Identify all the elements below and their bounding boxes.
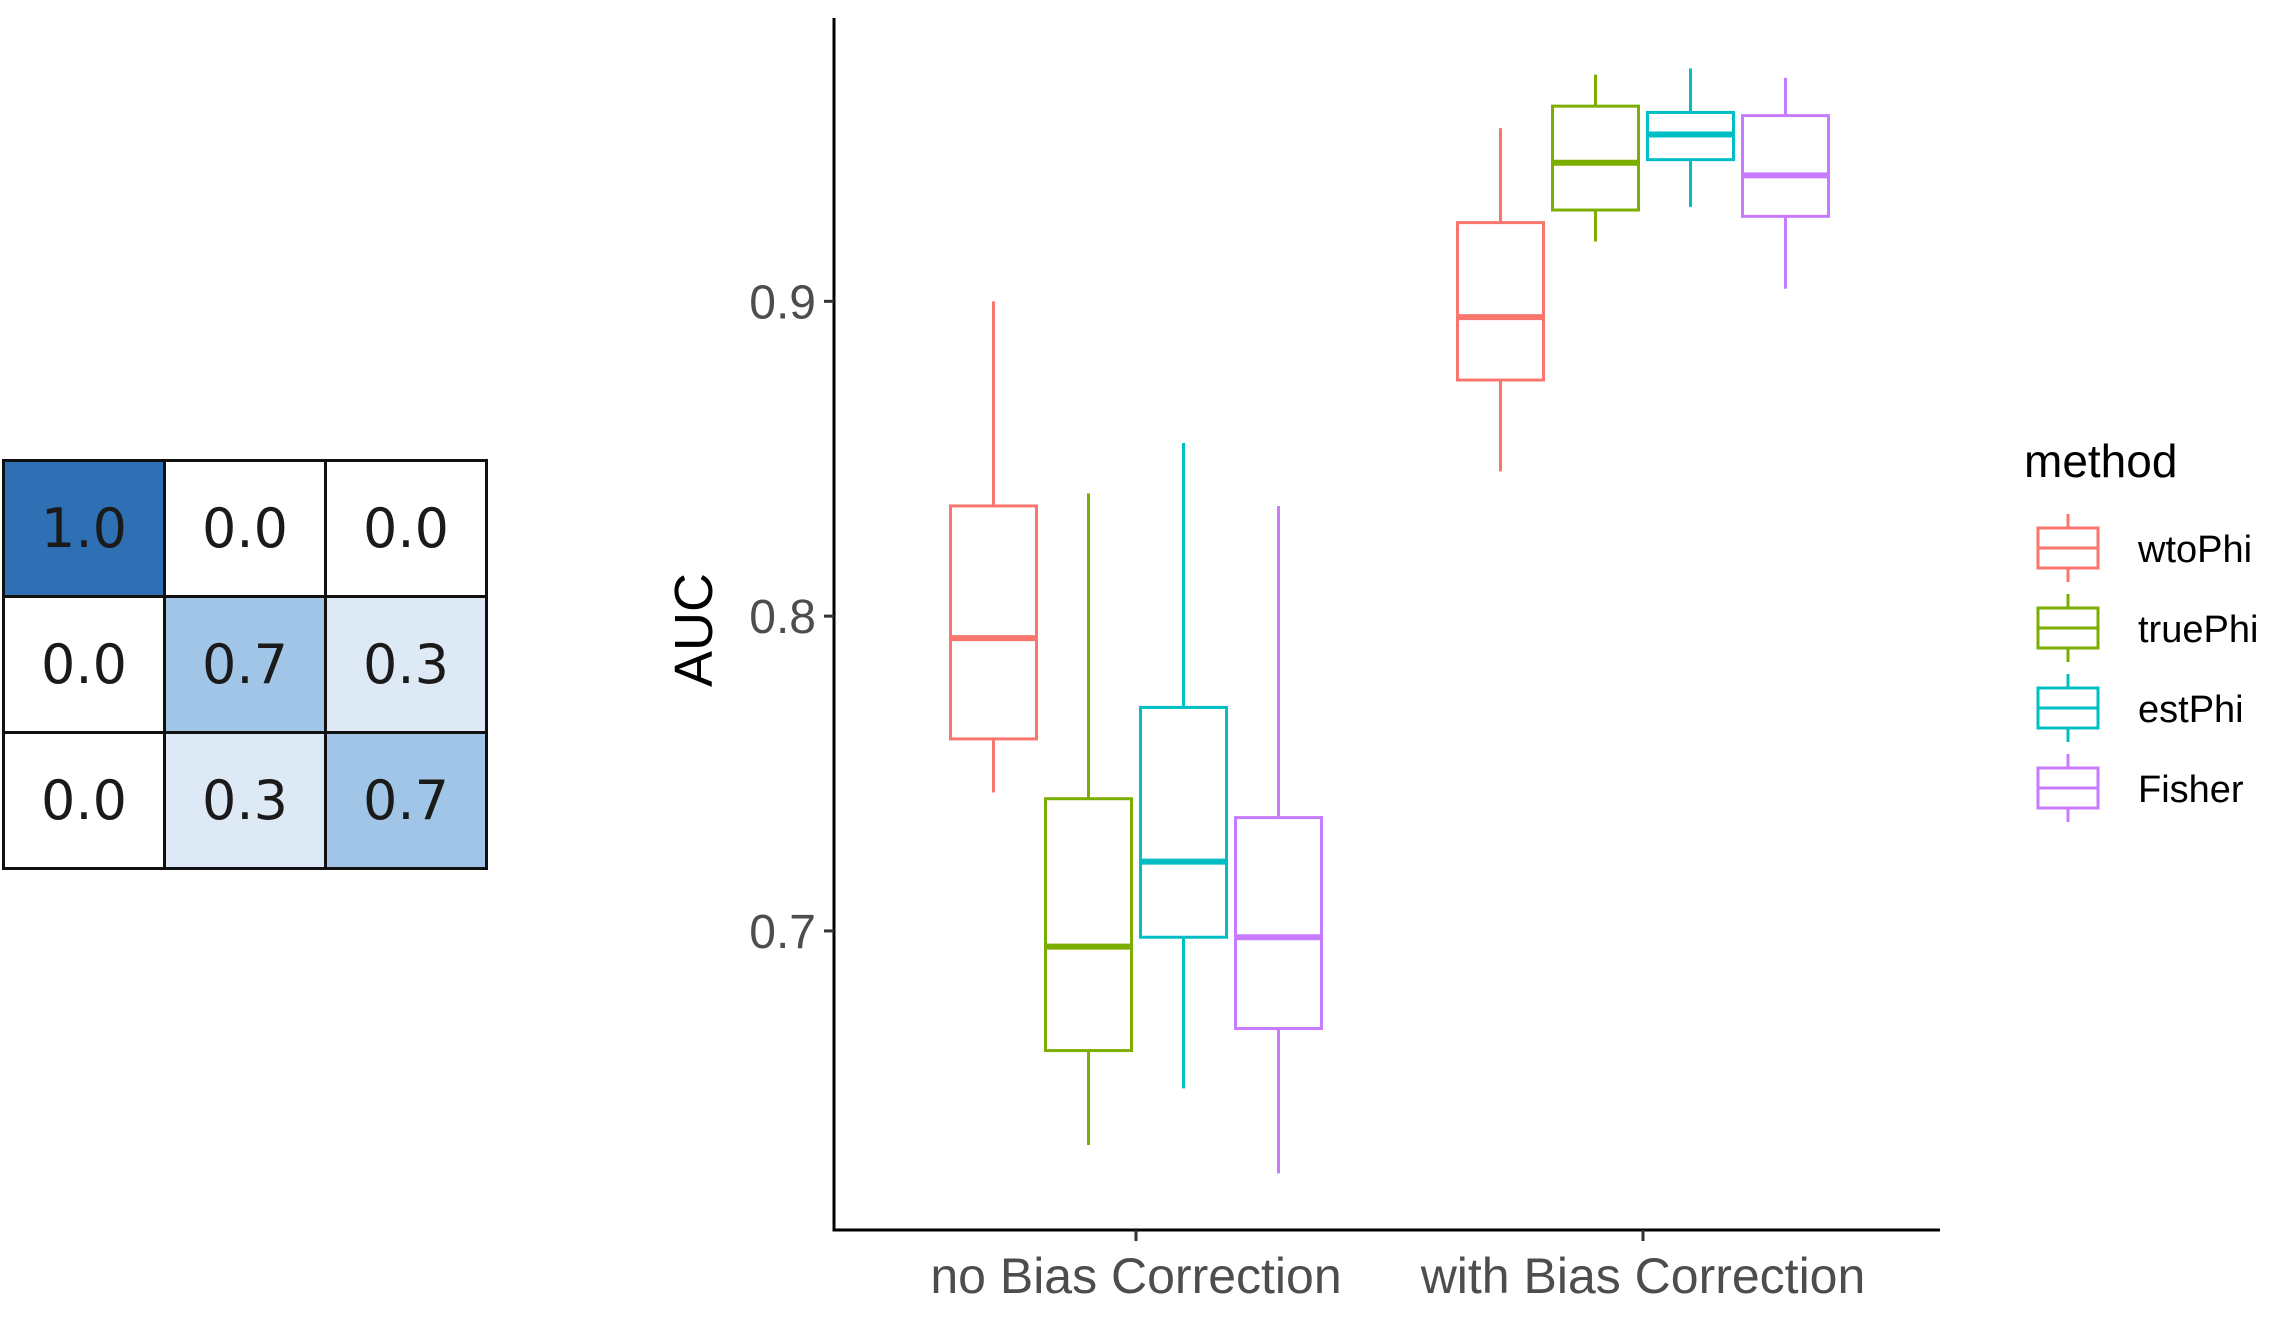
x-tick-label: with Bias Correction [1420,1248,1866,1304]
matrix-cell: 0.0 [2,595,166,734]
legend-title: method [2024,435,2177,487]
legend-key-Fisher [2036,754,2100,822]
boxplot-series [949,68,1830,1174]
legend-label: truePhi [2138,609,2258,651]
box-truePhi [1551,74,1640,242]
plot-axes: 0.7 0.8 0.9 no Bias Correction with Bias Cor… [749,18,1940,1304]
box-Fisher [1234,505,1323,1174]
box-iqr [1234,816,1323,1031]
y-tick-label: 0.7 [749,906,816,959]
box-iqr [1741,114,1830,218]
box-wtoPhi [1456,128,1545,472]
matrix-cell: 0.3 [324,595,488,734]
box-iqr [949,504,1038,741]
legend-label: wtoPhi [2137,529,2252,571]
matrix-row: 0.0 0.3 0.7 [2,731,488,870]
legend: method wtoPhi truePhi estPhi Fisher [2024,435,2258,822]
legend-label: estPhi [2138,689,2244,731]
matrix-row: 0.0 0.7 0.3 [2,595,488,734]
box-iqr [1551,104,1640,212]
legend-label: Fisher [2138,769,2244,811]
legend-key-truePhi [2036,594,2100,662]
y-axis-label: AUC [664,573,724,687]
box-wtoPhi [949,301,1038,793]
box-estPhi [1646,68,1735,207]
matrix-cell: 0.0 [324,459,488,598]
box-iqr [1139,705,1228,939]
legend-key-estPhi [2036,674,2100,742]
box-estPhi [1139,442,1228,1089]
legend-key-wtoPhi [2036,514,2100,582]
matrix-cell: 0.0 [2,731,166,870]
box-iqr [1456,221,1545,382]
matrix-row: 1.0 0.0 0.0 [2,459,488,598]
box-iqr [1044,797,1133,1053]
box-truePhi [1044,493,1133,1146]
matrix-cell: 0.7 [163,595,327,734]
matrix-cell: 0.7 [324,731,488,870]
box-Fisher [1741,77,1830,289]
matrix-cell: 0.3 [163,731,327,870]
y-tick-label: 0.8 [749,591,816,644]
matrix-cell: 1.0 [2,459,166,598]
matrix-cell: 0.0 [163,459,327,598]
y-tick-label: 0.9 [749,276,816,329]
transition-matrix: 1.0 0.0 0.0 0.0 0.7 0.3 0.0 0.3 0.7 [2,459,488,870]
x-tick-label: no Bias Correction [930,1248,1341,1304]
